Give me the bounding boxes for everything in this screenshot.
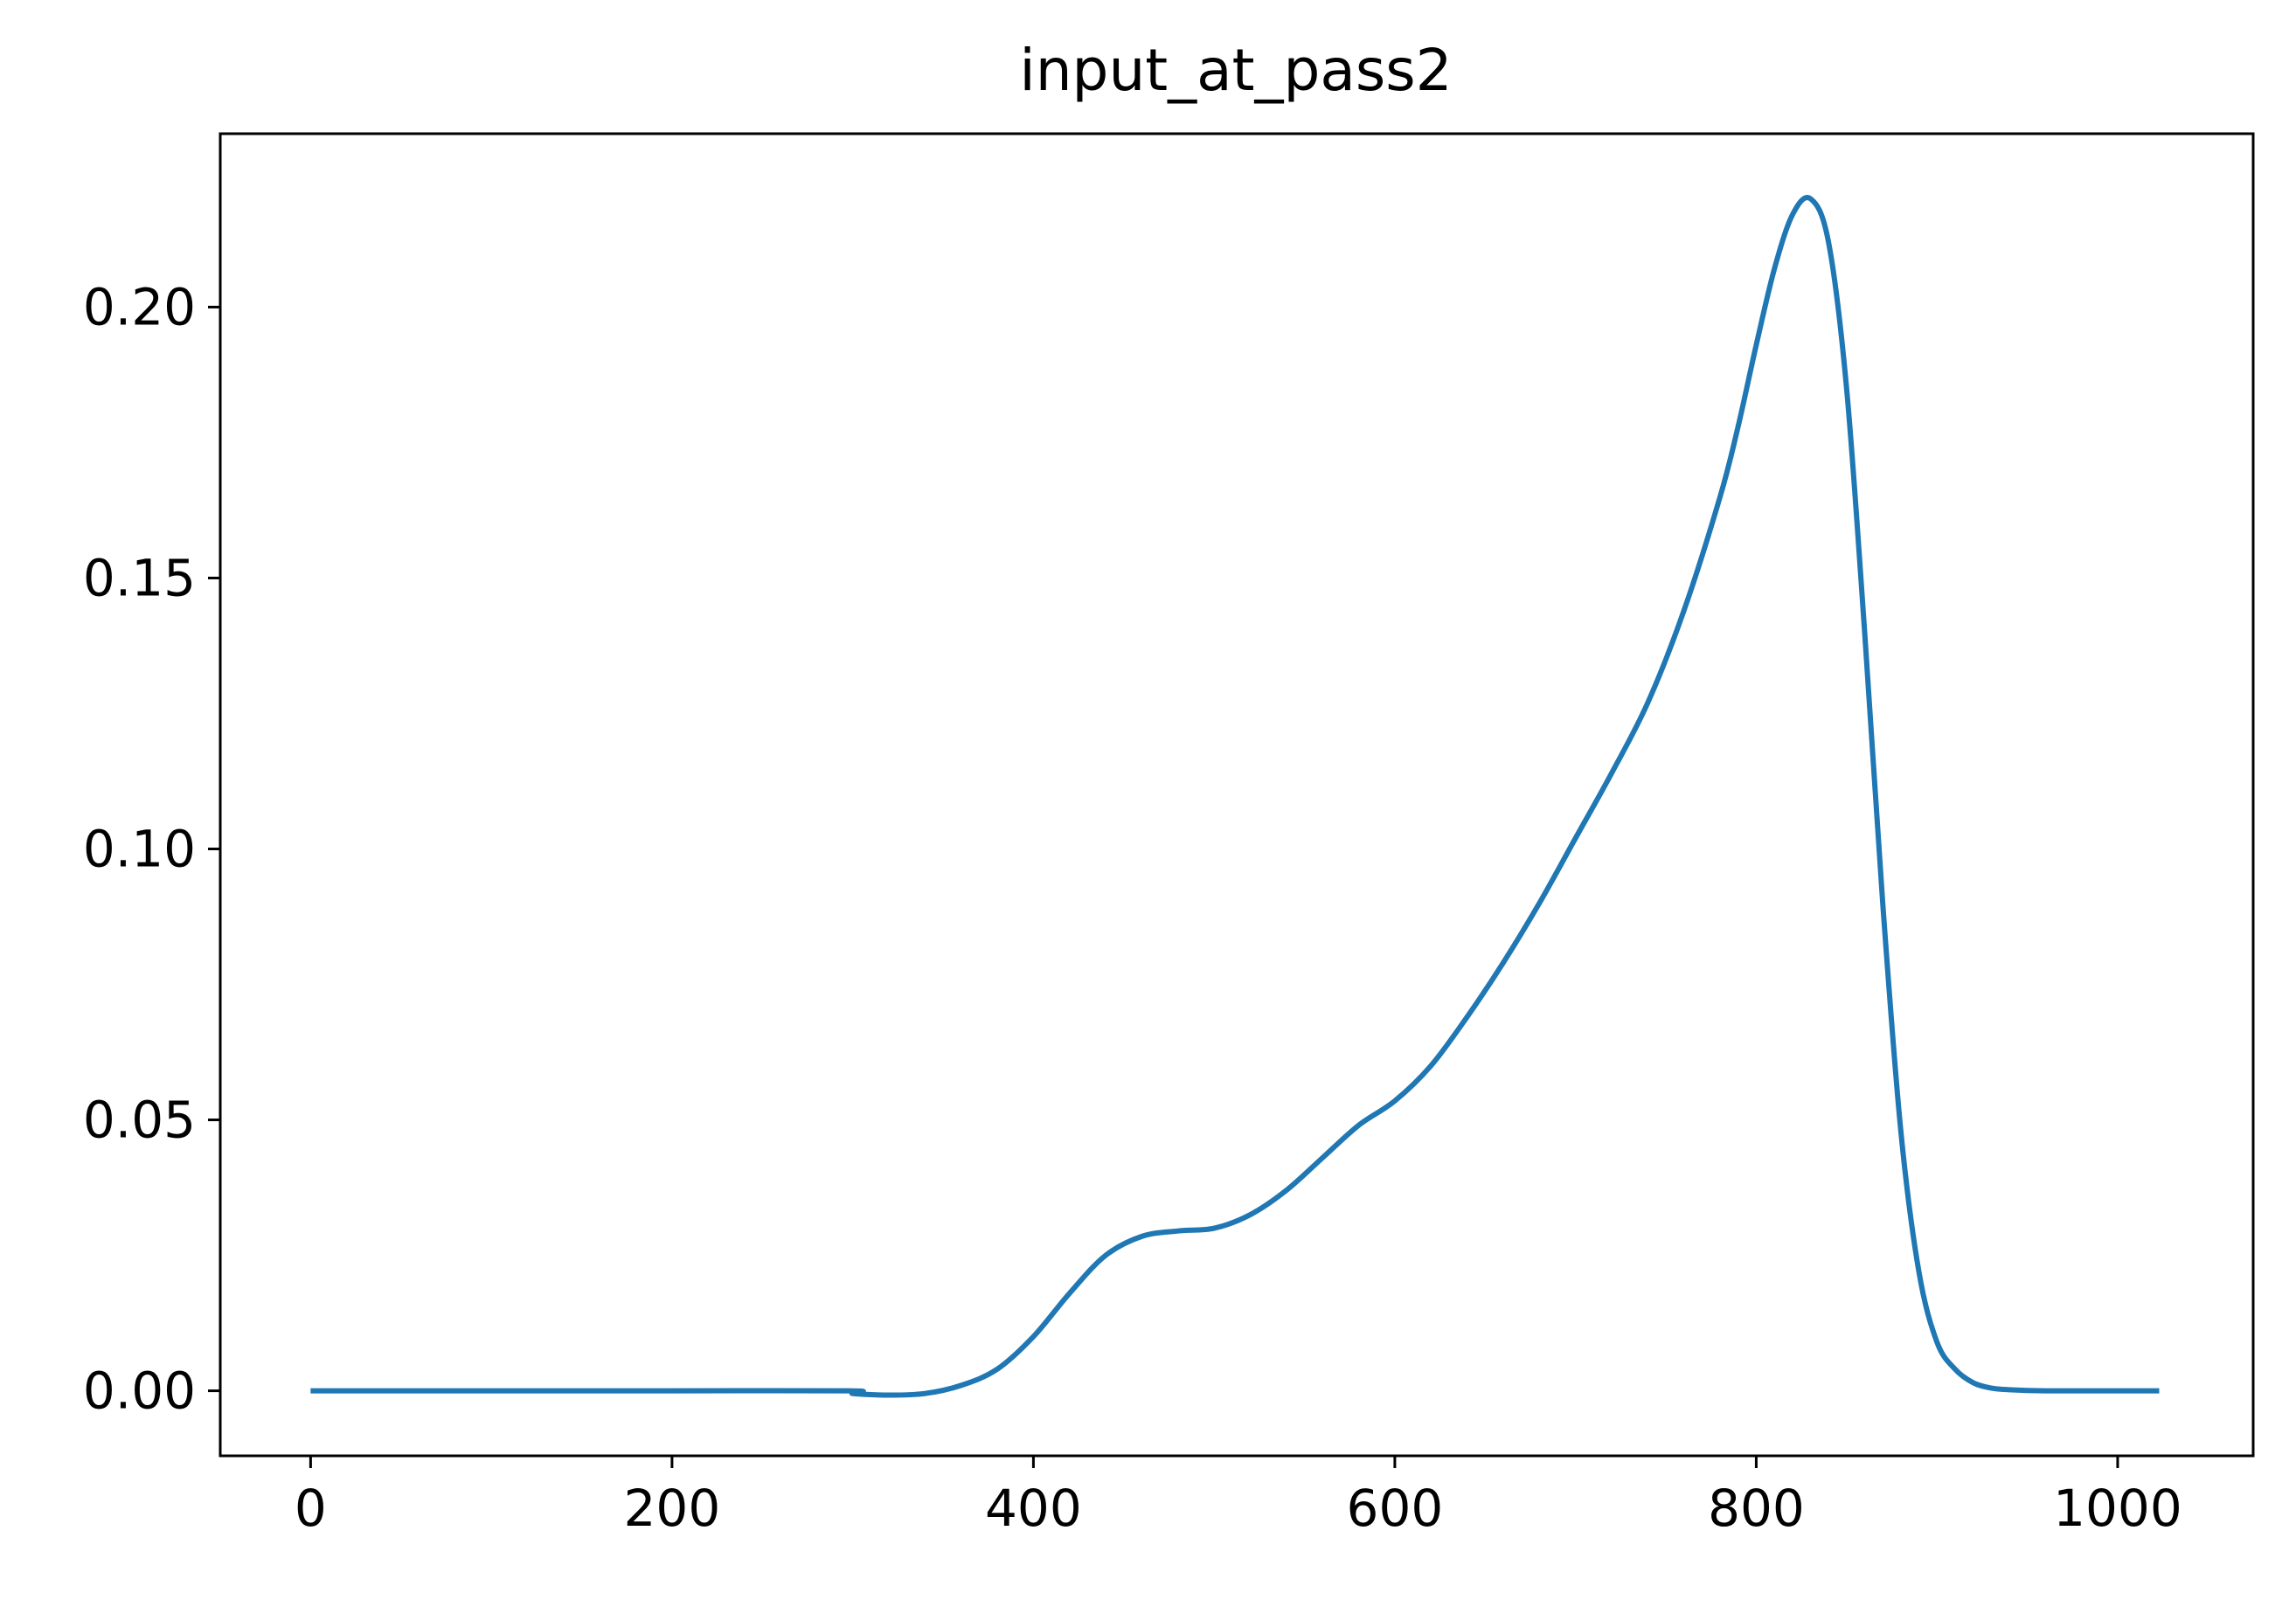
axes: 0 200 400 600 800 1000 0.00 0.05 0.10 0.15 0.20 bbox=[83, 132, 2255, 1538]
plot-area bbox=[310, 195, 2160, 1398]
x-tick-label: 400 bbox=[985, 1479, 1082, 1538]
chart-title: input_at_pass2 bbox=[1019, 37, 1452, 104]
x-tick-label: 600 bbox=[1347, 1479, 1444, 1538]
x-tick-label: 1000 bbox=[2053, 1479, 2182, 1538]
y-tick-label: 0.05 bbox=[83, 1091, 196, 1150]
y-tick-label: 0.15 bbox=[83, 548, 196, 607]
y-tick-label: 0.10 bbox=[83, 820, 196, 879]
y-tick-label: 0.20 bbox=[83, 277, 196, 336]
x-tick-label: 800 bbox=[1708, 1479, 1805, 1538]
y-tick-label: 0.00 bbox=[83, 1361, 196, 1421]
x-tick-label: 200 bbox=[624, 1479, 721, 1538]
x-tick-label: 0 bbox=[295, 1479, 327, 1538]
series-line-0 bbox=[310, 195, 2160, 1398]
plot-frame bbox=[219, 132, 2255, 1458]
